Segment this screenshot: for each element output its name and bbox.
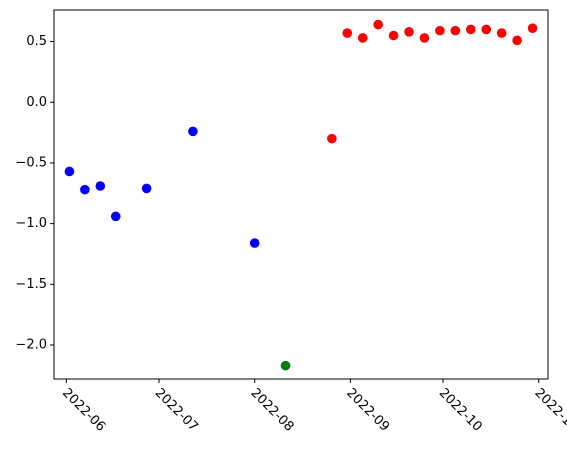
y-tick-label: 0.0 [26,95,47,110]
data-point [481,24,492,35]
data-point [95,181,106,191]
data-point [527,23,538,34]
y-axis: 0.5 0.0 −0.5 −1.0 −1.5 −2.0 [15,34,54,353]
y-tick-label: 0.5 [26,34,47,49]
data-point [342,28,353,38]
data-point [388,30,399,41]
data-point [435,25,445,36]
data-point [327,133,337,144]
y-tick-label: −1.5 [15,277,47,292]
data-point [280,360,291,371]
data-point [404,27,414,37]
data-point [357,33,368,43]
data-point [249,238,260,248]
plot-area-frame [53,9,549,380]
y-tick-label: −0.5 [15,155,47,170]
data-point [466,24,476,35]
data-point [64,166,75,177]
data-point [373,19,383,30]
data-point [188,126,198,137]
y-tick-label: −1.0 [15,216,47,231]
data-point [512,35,522,46]
data-point [419,33,430,43]
data-points [64,19,538,371]
data-point [450,25,461,36]
data-point [496,28,507,38]
data-point [80,184,90,195]
data-point [110,211,121,222]
data-point [141,183,152,194]
y-tick-label: −2.0 [15,338,47,353]
